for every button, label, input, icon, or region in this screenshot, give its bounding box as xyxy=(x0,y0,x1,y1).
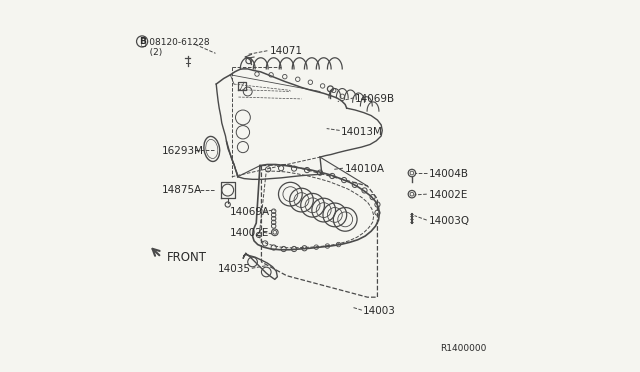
Text: 14071: 14071 xyxy=(270,46,303,56)
Text: 14013M: 14013M xyxy=(340,127,382,137)
Text: R1400000: R1400000 xyxy=(440,344,487,353)
Text: FRONT: FRONT xyxy=(167,251,207,264)
Text: 16293M: 16293M xyxy=(161,146,204,156)
Text: 14002E: 14002E xyxy=(429,190,468,200)
Text: 14003Q: 14003Q xyxy=(429,216,470,226)
Text: B: B xyxy=(139,37,145,46)
Text: 14035: 14035 xyxy=(218,264,251,275)
Text: 14010A: 14010A xyxy=(345,164,385,174)
Text: 14002E: 14002E xyxy=(230,228,269,238)
Text: 14004B: 14004B xyxy=(429,169,468,179)
Text: Ⓑ 08120-61228
   (2): Ⓑ 08120-61228 (2) xyxy=(141,37,210,57)
Text: 14003: 14003 xyxy=(363,306,396,316)
Text: 14875A: 14875A xyxy=(161,186,202,195)
Text: 14069A: 14069A xyxy=(230,207,271,217)
Text: 14069B: 14069B xyxy=(355,94,396,104)
